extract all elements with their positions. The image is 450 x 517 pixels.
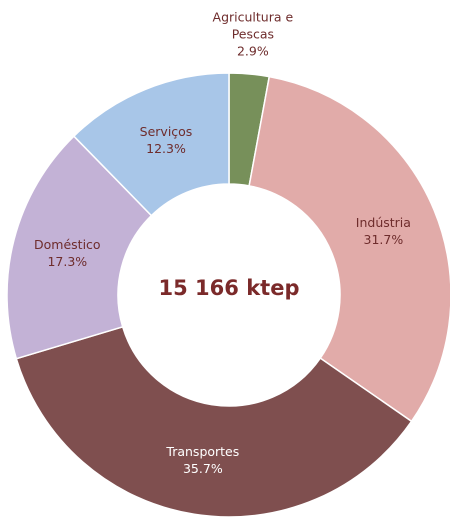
category-label: Transportes [166, 443, 240, 459]
donut-slice [6, 135, 153, 360]
value-label: 17.3% [47, 254, 88, 270]
value-label: 35.7% [182, 460, 223, 476]
donut-slice [15, 325, 413, 517]
value-label: 12.3% [146, 141, 186, 157]
donut-slice [72, 72, 230, 217]
slice-label: Agricultura e Pescas 2.9% [205, 9, 301, 60]
category-label: Indústria [355, 215, 411, 231]
category-label: Agricultura e Pescas [212, 9, 294, 42]
value-label: 31.7% [363, 232, 404, 248]
category-label: Serviços [139, 124, 193, 140]
value-label: 2.9% [236, 43, 269, 59]
center-label: 15 166 ktep [158, 276, 300, 300]
donut-slice [248, 75, 450, 423]
slice-label: Transportes 35.7% [155, 443, 251, 477]
slice-label: Indústria 31.7% [335, 214, 431, 248]
slice-label: Serviços 12.3% [118, 123, 214, 157]
slice-label: Doméstico 17.3% [19, 236, 115, 270]
category-label: Doméstico [34, 237, 101, 253]
